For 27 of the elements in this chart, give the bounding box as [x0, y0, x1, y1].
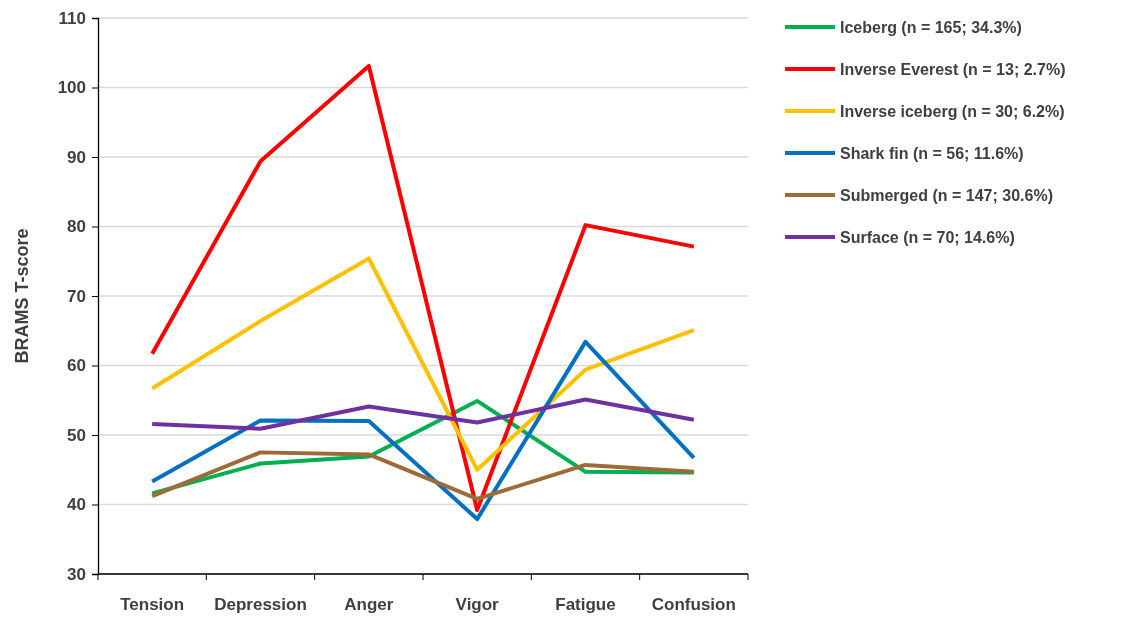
y-tick-label: 90 — [67, 147, 86, 167]
y-tick-label: 80 — [67, 217, 86, 237]
y-tick-label: 40 — [67, 495, 86, 515]
y-tick-label: 70 — [67, 286, 86, 306]
line-series — [150, 450, 696, 501]
legend-label: Shark fin (n = 56; 11.6%) — [840, 145, 1024, 162]
x-tick-label: Confusion — [651, 595, 736, 614]
x-tick-label: Anger — [344, 595, 394, 614]
x-tick-label: Vigor — [455, 595, 500, 614]
y-tick-label: 100 — [57, 78, 86, 98]
legend-label: Inverse Everest (n = 13; 2.7%) — [840, 61, 1066, 78]
y-tick-label: 110 — [58, 8, 86, 28]
legend-label: Inverse iceberg (n = 30; 6.2%) — [840, 103, 1065, 120]
line-series — [150, 256, 696, 472]
line-series — [150, 63, 696, 513]
x-tick-label: Fatigue — [555, 595, 616, 614]
x-tick-label: Tension — [120, 595, 185, 614]
legend-label: Iceberg (n = 165; 34.3%) — [840, 19, 1022, 36]
legend-label: Surface (n = 70; 14.6%) — [840, 229, 1015, 246]
y-tick-label: 30 — [67, 564, 86, 584]
y-tick-label: 50 — [67, 425, 86, 445]
line-series — [150, 397, 696, 431]
y-tick-label: 60 — [67, 356, 86, 376]
legend-label: Submerged (n = 147; 30.6%) — [840, 187, 1053, 204]
x-tick-label: Depression — [214, 595, 307, 614]
line-series — [150, 339, 696, 522]
y-axis-title: BRAMS T-score — [12, 228, 32, 364]
